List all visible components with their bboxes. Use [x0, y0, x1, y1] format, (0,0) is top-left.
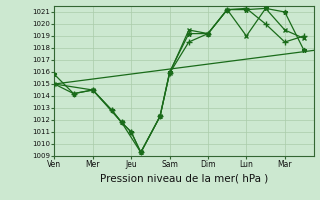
X-axis label: Pression niveau de la mer( hPa ): Pression niveau de la mer( hPa ) [100, 173, 268, 183]
